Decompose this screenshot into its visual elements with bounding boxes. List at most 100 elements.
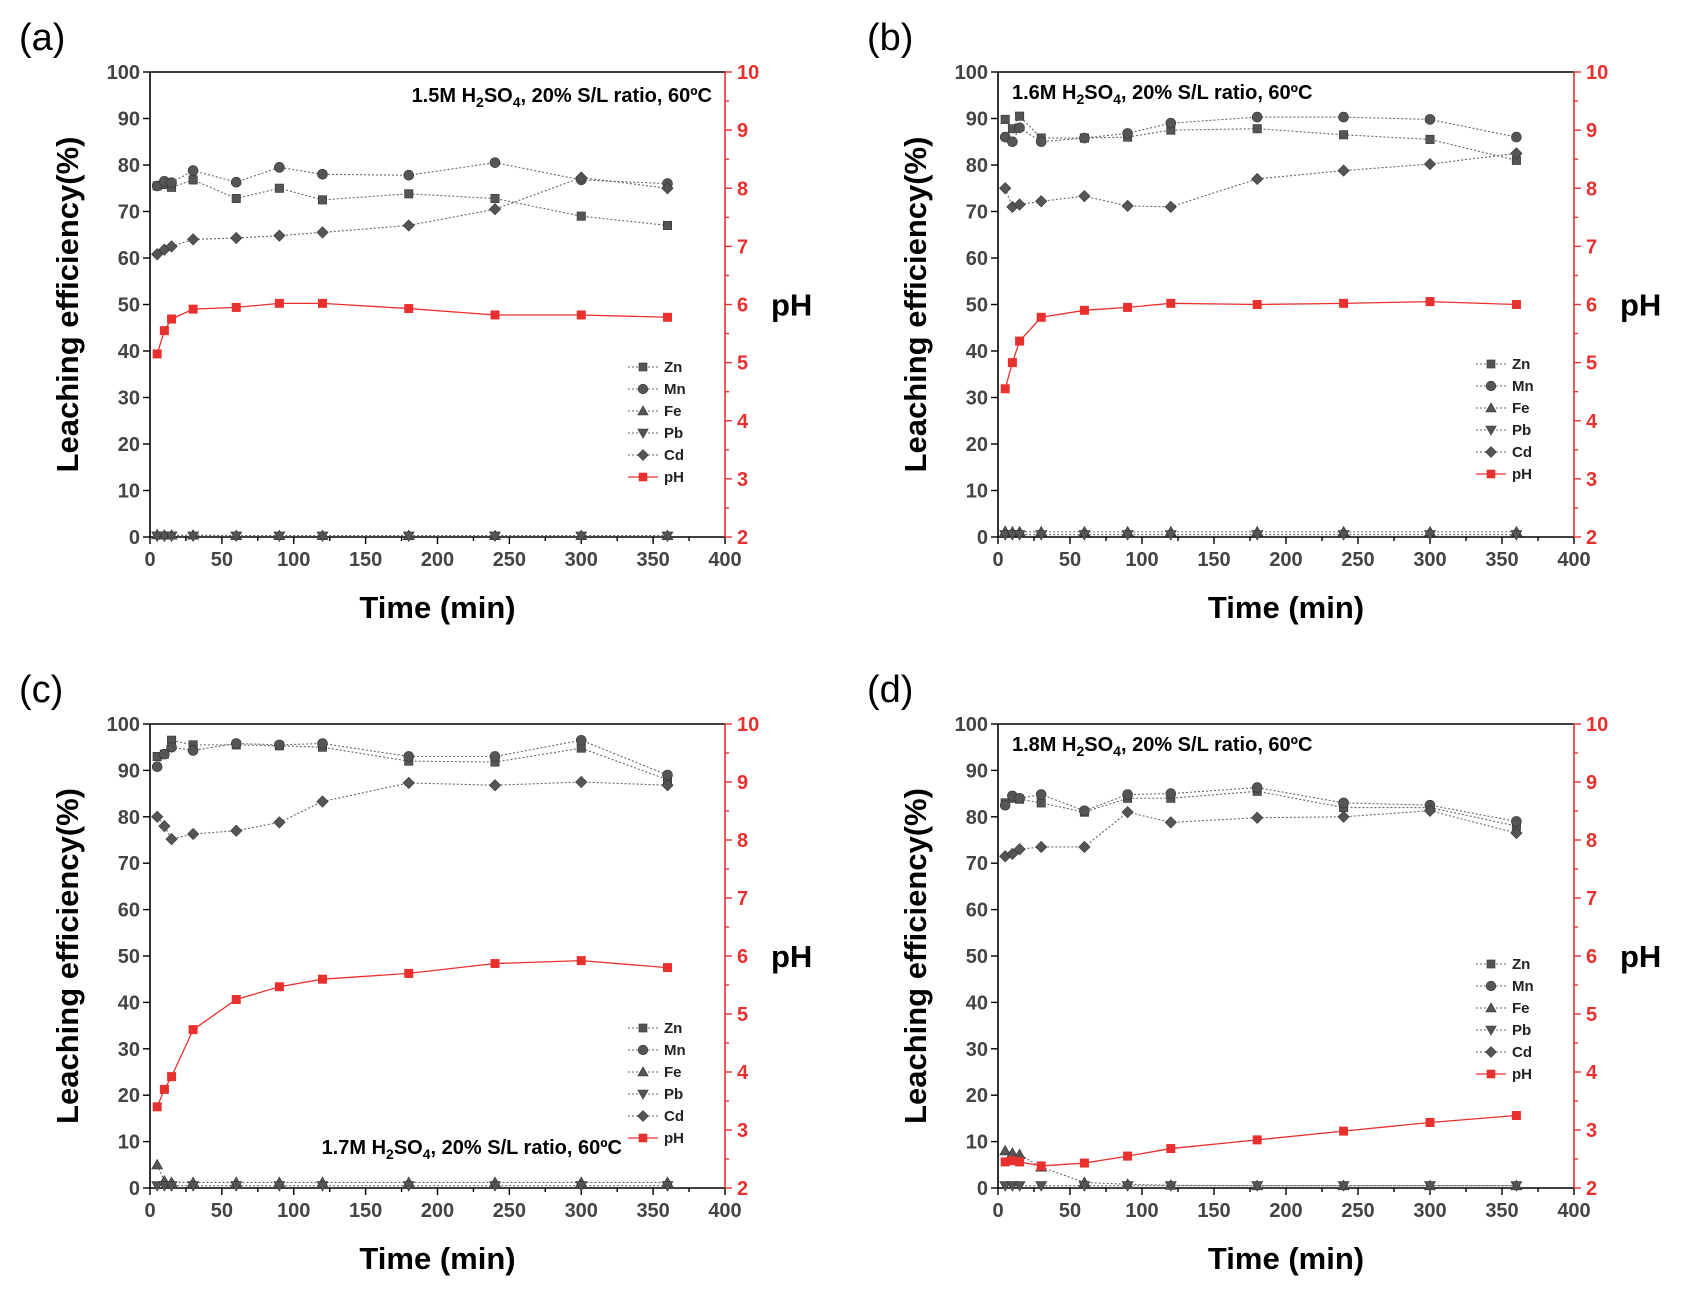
data-point-pb bbox=[165, 1181, 178, 1192]
data-point-ph bbox=[188, 1025, 198, 1035]
data-point-pb bbox=[187, 531, 200, 543]
data-point-ph bbox=[1511, 1111, 1521, 1121]
y-tick-label: 50 bbox=[118, 295, 140, 317]
data-point-cd bbox=[1035, 840, 1048, 854]
y-tick-label: 50 bbox=[966, 946, 988, 968]
y-tick-label: 80 bbox=[118, 807, 140, 829]
panel-label: (a) bbox=[19, 17, 65, 59]
data-point-pb bbox=[1251, 530, 1264, 541]
data-point-mn bbox=[1035, 789, 1047, 800]
data-point-ph bbox=[1079, 305, 1089, 315]
data-point-zn bbox=[274, 183, 284, 193]
x-tick-label: 350 bbox=[636, 1200, 669, 1222]
x-tick-label: 300 bbox=[565, 1200, 598, 1222]
data-point-mn bbox=[1035, 136, 1047, 148]
annotation-text: 1.5M H bbox=[412, 85, 476, 107]
y-tick-label: 100 bbox=[955, 714, 988, 736]
y2-tick-label: 10 bbox=[737, 62, 759, 84]
annotation-text: SO bbox=[484, 85, 513, 107]
data-point-cd bbox=[273, 229, 286, 242]
data-point-zn bbox=[1425, 134, 1435, 144]
y-tick-label: 70 bbox=[966, 853, 988, 875]
data-point-mn bbox=[1079, 132, 1090, 144]
data-point-mn bbox=[1424, 114, 1436, 125]
data-point-zn bbox=[1036, 798, 1046, 808]
y2-axis-label: pH bbox=[1620, 939, 1661, 974]
data-point-ph bbox=[159, 326, 169, 336]
y2-tick-label: 7 bbox=[1586, 888, 1597, 910]
annotation-text: SO bbox=[1084, 82, 1113, 104]
legend-label: Pb bbox=[664, 425, 683, 442]
legend-marker-mn bbox=[1485, 380, 1497, 392]
data-point-pb bbox=[999, 530, 1012, 541]
data-point-ph bbox=[404, 304, 414, 314]
legend-label: Fe bbox=[1512, 1000, 1530, 1017]
legend-marker-cd bbox=[1485, 1046, 1497, 1058]
data-point-pb bbox=[1424, 530, 1436, 541]
data-point-ph bbox=[274, 298, 284, 308]
data-point-ph bbox=[1425, 1117, 1435, 1127]
annotation-subscript: 2 bbox=[1076, 91, 1084, 107]
data-point-mn bbox=[1014, 122, 1025, 134]
y2-tick-label: 8 bbox=[737, 178, 748, 200]
data-point-cd bbox=[661, 182, 674, 195]
series-line-cd bbox=[156, 781, 668, 840]
y2-tick-label: 8 bbox=[737, 830, 748, 852]
y-tick-label: 80 bbox=[966, 807, 988, 829]
data-point-cd bbox=[316, 795, 329, 808]
y-axis-label: Leaching efficiency(%) bbox=[898, 788, 933, 1124]
data-point-pb bbox=[1121, 1181, 1134, 1192]
legend-marker-ph bbox=[1486, 469, 1496, 479]
data-point-mn bbox=[1338, 111, 1349, 123]
y2-tick-label: 7 bbox=[1586, 236, 1597, 258]
data-point-cd bbox=[1423, 804, 1437, 817]
x-axis-label: Time (min) bbox=[359, 590, 515, 625]
legend-marker-zn bbox=[638, 1023, 648, 1033]
data-point-pb bbox=[575, 531, 588, 543]
legend-label: Zn bbox=[664, 359, 682, 376]
data-point-ph bbox=[490, 310, 500, 320]
y-tick-label: 70 bbox=[118, 202, 140, 224]
data-point-ph bbox=[1511, 299, 1521, 309]
y-tick-label: 80 bbox=[966, 155, 988, 177]
data-point-cd bbox=[151, 810, 164, 823]
legend-label: Fe bbox=[1512, 400, 1530, 417]
data-point-pb bbox=[1510, 530, 1523, 541]
data-point-cd bbox=[1510, 147, 1523, 160]
data-point-ph bbox=[1339, 298, 1349, 308]
data-point-cd bbox=[661, 779, 674, 792]
data-point-zn bbox=[404, 189, 414, 199]
x-tick-label: 150 bbox=[1197, 1200, 1230, 1222]
y-tick-label: 30 bbox=[118, 1039, 140, 1061]
x-tick-label: 400 bbox=[1557, 1200, 1590, 1222]
y-tick-label: 50 bbox=[118, 946, 140, 968]
data-point-cd bbox=[151, 248, 164, 261]
data-point-cd bbox=[1251, 811, 1264, 824]
data-point-ph bbox=[231, 302, 241, 312]
data-point-pb bbox=[273, 1181, 286, 1192]
data-point-cd bbox=[1013, 843, 1026, 856]
x-tick-label: 0 bbox=[992, 549, 1003, 571]
legend: Zn Mn Fe Pb Cd pH bbox=[1476, 956, 1534, 1083]
y2-tick-label: 4 bbox=[1586, 411, 1598, 433]
data-point-cd bbox=[1121, 806, 1134, 819]
data-point-mn bbox=[317, 169, 328, 180]
data-point-pb bbox=[1337, 530, 1350, 541]
legend-marker-zn bbox=[1486, 359, 1496, 369]
data-point-cd bbox=[488, 779, 502, 792]
data-point-pb bbox=[158, 531, 171, 543]
data-point-cd bbox=[1006, 847, 1019, 861]
legend-marker-fe bbox=[1485, 402, 1497, 413]
legend-label: Zn bbox=[1512, 956, 1530, 973]
x-tick-label: 200 bbox=[421, 549, 454, 571]
x-tick-label: 200 bbox=[421, 1200, 454, 1222]
data-point-ph bbox=[152, 1102, 162, 1112]
data-point-ph bbox=[490, 959, 500, 969]
data-point-mn bbox=[999, 799, 1011, 811]
data-point-pb bbox=[230, 1181, 243, 1192]
data-point-cd bbox=[316, 226, 329, 239]
data-point-ph bbox=[1425, 297, 1435, 307]
data-point-ph bbox=[1036, 1161, 1046, 1171]
x-tick-label: 250 bbox=[493, 549, 526, 571]
y-tick-label: 90 bbox=[966, 760, 988, 782]
